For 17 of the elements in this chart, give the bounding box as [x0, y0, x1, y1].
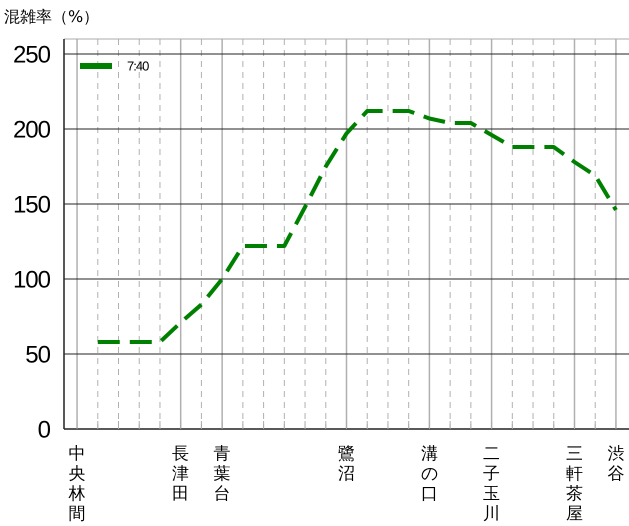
x-tick-label: 長津田 [172, 444, 190, 504]
y-axis-title: 混雑率（%） [4, 7, 100, 26]
x-tick-label: 三軒茶屋 [566, 444, 583, 524]
y-tick-label: 100 [12, 266, 51, 294]
x-tick-label: 鷺沼 [338, 444, 355, 484]
y-tick-label: 50 [25, 342, 51, 369]
x-tick-label: 渋谷 [607, 444, 624, 484]
legend-label: 7:40 [127, 58, 150, 74]
y-tick-label: 200 [12, 116, 51, 144]
x-tick-label: 二子玉川 [483, 444, 500, 524]
x-tick-label: 中央林間 [68, 444, 86, 524]
x-tick-label: 溝の口 [420, 444, 438, 504]
y-tick-label: 250 [12, 42, 51, 69]
y-tick-label: 150 [12, 192, 51, 219]
line-series [96, 109, 618, 344]
y-tick-label: 0 [38, 416, 51, 444]
x-tick-label: 青葉台 [214, 444, 231, 504]
